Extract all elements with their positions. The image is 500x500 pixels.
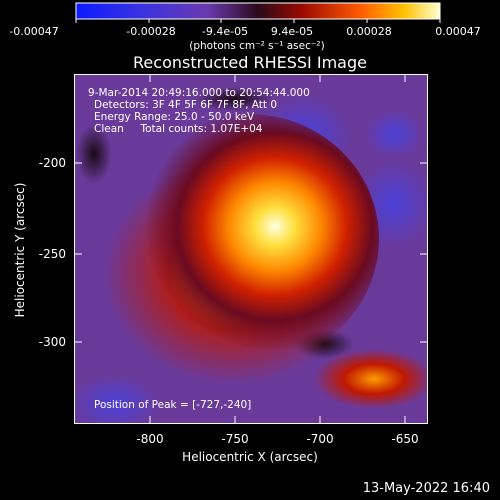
colorbar-gradient [75, 2, 441, 20]
emission-peak [119, 114, 379, 364]
dark-lane [76, 124, 112, 184]
x-tick-label: -750 [221, 432, 248, 446]
emission-source [314, 349, 428, 409]
detectors-label: Detectors: 3F 4F 5F 6F 7F 8F, Att 0 [94, 99, 277, 111]
colorbar-tick-label: -0.00028 [126, 25, 175, 38]
x-tick-label: -700 [306, 432, 333, 446]
y-tick-label: -250 [39, 247, 66, 261]
image-panel: 9-Mar-2014 20:49:16.000 to 20:54:44.000 … [74, 74, 428, 424]
time-range-label: 9-Mar-2014 20:49:16.000 to 20:54:44.000 [88, 87, 310, 99]
timestamp: 13-May-2022 16:40 [362, 481, 490, 496]
colorbar-tick-label: -9.4e-05 [202, 25, 248, 38]
low-emission-region [74, 374, 159, 424]
x-tick-label: -800 [136, 432, 163, 446]
colorbar-tick-label: 0.00047 [435, 25, 481, 38]
colorbar: -0.00047 -0.00028 -9.4e-05 9.4e-05 0.000… [9, 2, 481, 52]
x-tick-label: -650 [391, 432, 418, 446]
colorbar-tick-label: 9.4e-05 [271, 25, 313, 38]
colorbar-units: (photons cm⁻² s⁻¹ asec⁻²) [189, 40, 324, 52]
colorbar-tick-label: -0.00047 [9, 25, 58, 38]
low-emission-region [364, 109, 424, 159]
y-axis-label: Heliocentric Y (arcsec) [13, 183, 27, 318]
total-counts-label: Clean Total counts: 1.07E+04 [94, 123, 263, 135]
x-axis-label: Heliocentric X (arcsec) [182, 450, 318, 464]
dark-lane [194, 87, 274, 111]
plot-title: Reconstructed RHESSI Image [133, 53, 367, 72]
colorbar-tick-label: 0.00028 [346, 25, 392, 38]
energy-range-label: Energy Range: 25.0 - 50.0 keV [94, 111, 255, 123]
peak-position-label: Position of Peak = [-727,-240] [94, 399, 251, 411]
y-tick-label: -200 [39, 156, 66, 170]
y-tick-label: -300 [39, 335, 66, 349]
